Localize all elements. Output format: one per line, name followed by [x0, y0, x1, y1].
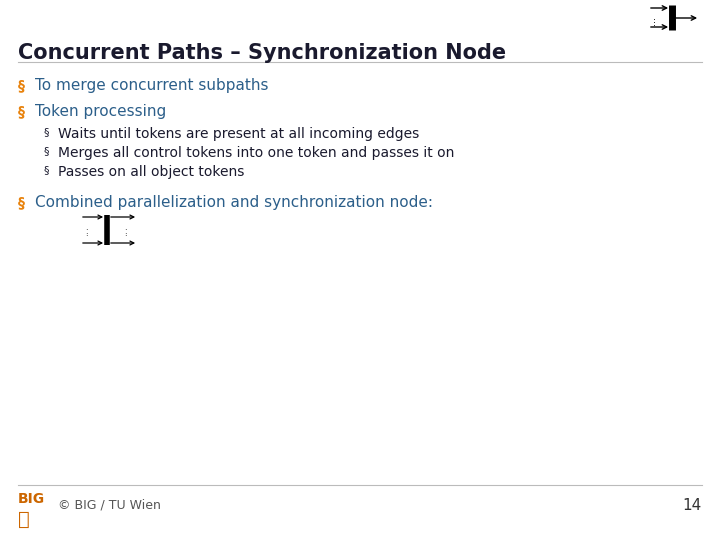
Text: Concurrent Paths – Synchronization Node: Concurrent Paths – Synchronization Node [18, 43, 506, 63]
Text: To merge concurrent subpaths: To merge concurrent subpaths [35, 78, 269, 93]
Text: §: § [44, 146, 50, 156]
Text: .: . [124, 230, 126, 239]
Text: .: . [124, 224, 126, 233]
Text: Token processing: Token processing [35, 104, 166, 119]
Text: © BIG / TU Wien: © BIG / TU Wien [58, 498, 161, 511]
Text: §: § [18, 104, 25, 118]
Text: Merges all control tokens into one token and passes it on: Merges all control tokens into one token… [58, 146, 454, 160]
Text: ⛹: ⛹ [18, 510, 30, 529]
Text: .: . [85, 230, 87, 239]
Text: .: . [124, 226, 126, 235]
Text: .: . [654, 18, 657, 28]
Text: §: § [18, 195, 25, 209]
Text: 14: 14 [683, 498, 702, 513]
Text: .: . [654, 15, 657, 25]
Text: Waits until tokens are present at all incoming edges: Waits until tokens are present at all in… [58, 127, 419, 141]
Text: .: . [85, 226, 87, 235]
Text: §: § [18, 78, 25, 92]
Text: Combined parallelization and synchronization node:: Combined parallelization and synchroniza… [35, 195, 433, 210]
Text: BIG: BIG [18, 492, 45, 506]
Text: Passes on all object tokens: Passes on all object tokens [58, 165, 244, 179]
Text: §: § [44, 127, 50, 137]
Text: .: . [85, 224, 87, 233]
Text: .: . [654, 12, 657, 22]
Text: §: § [44, 165, 50, 175]
